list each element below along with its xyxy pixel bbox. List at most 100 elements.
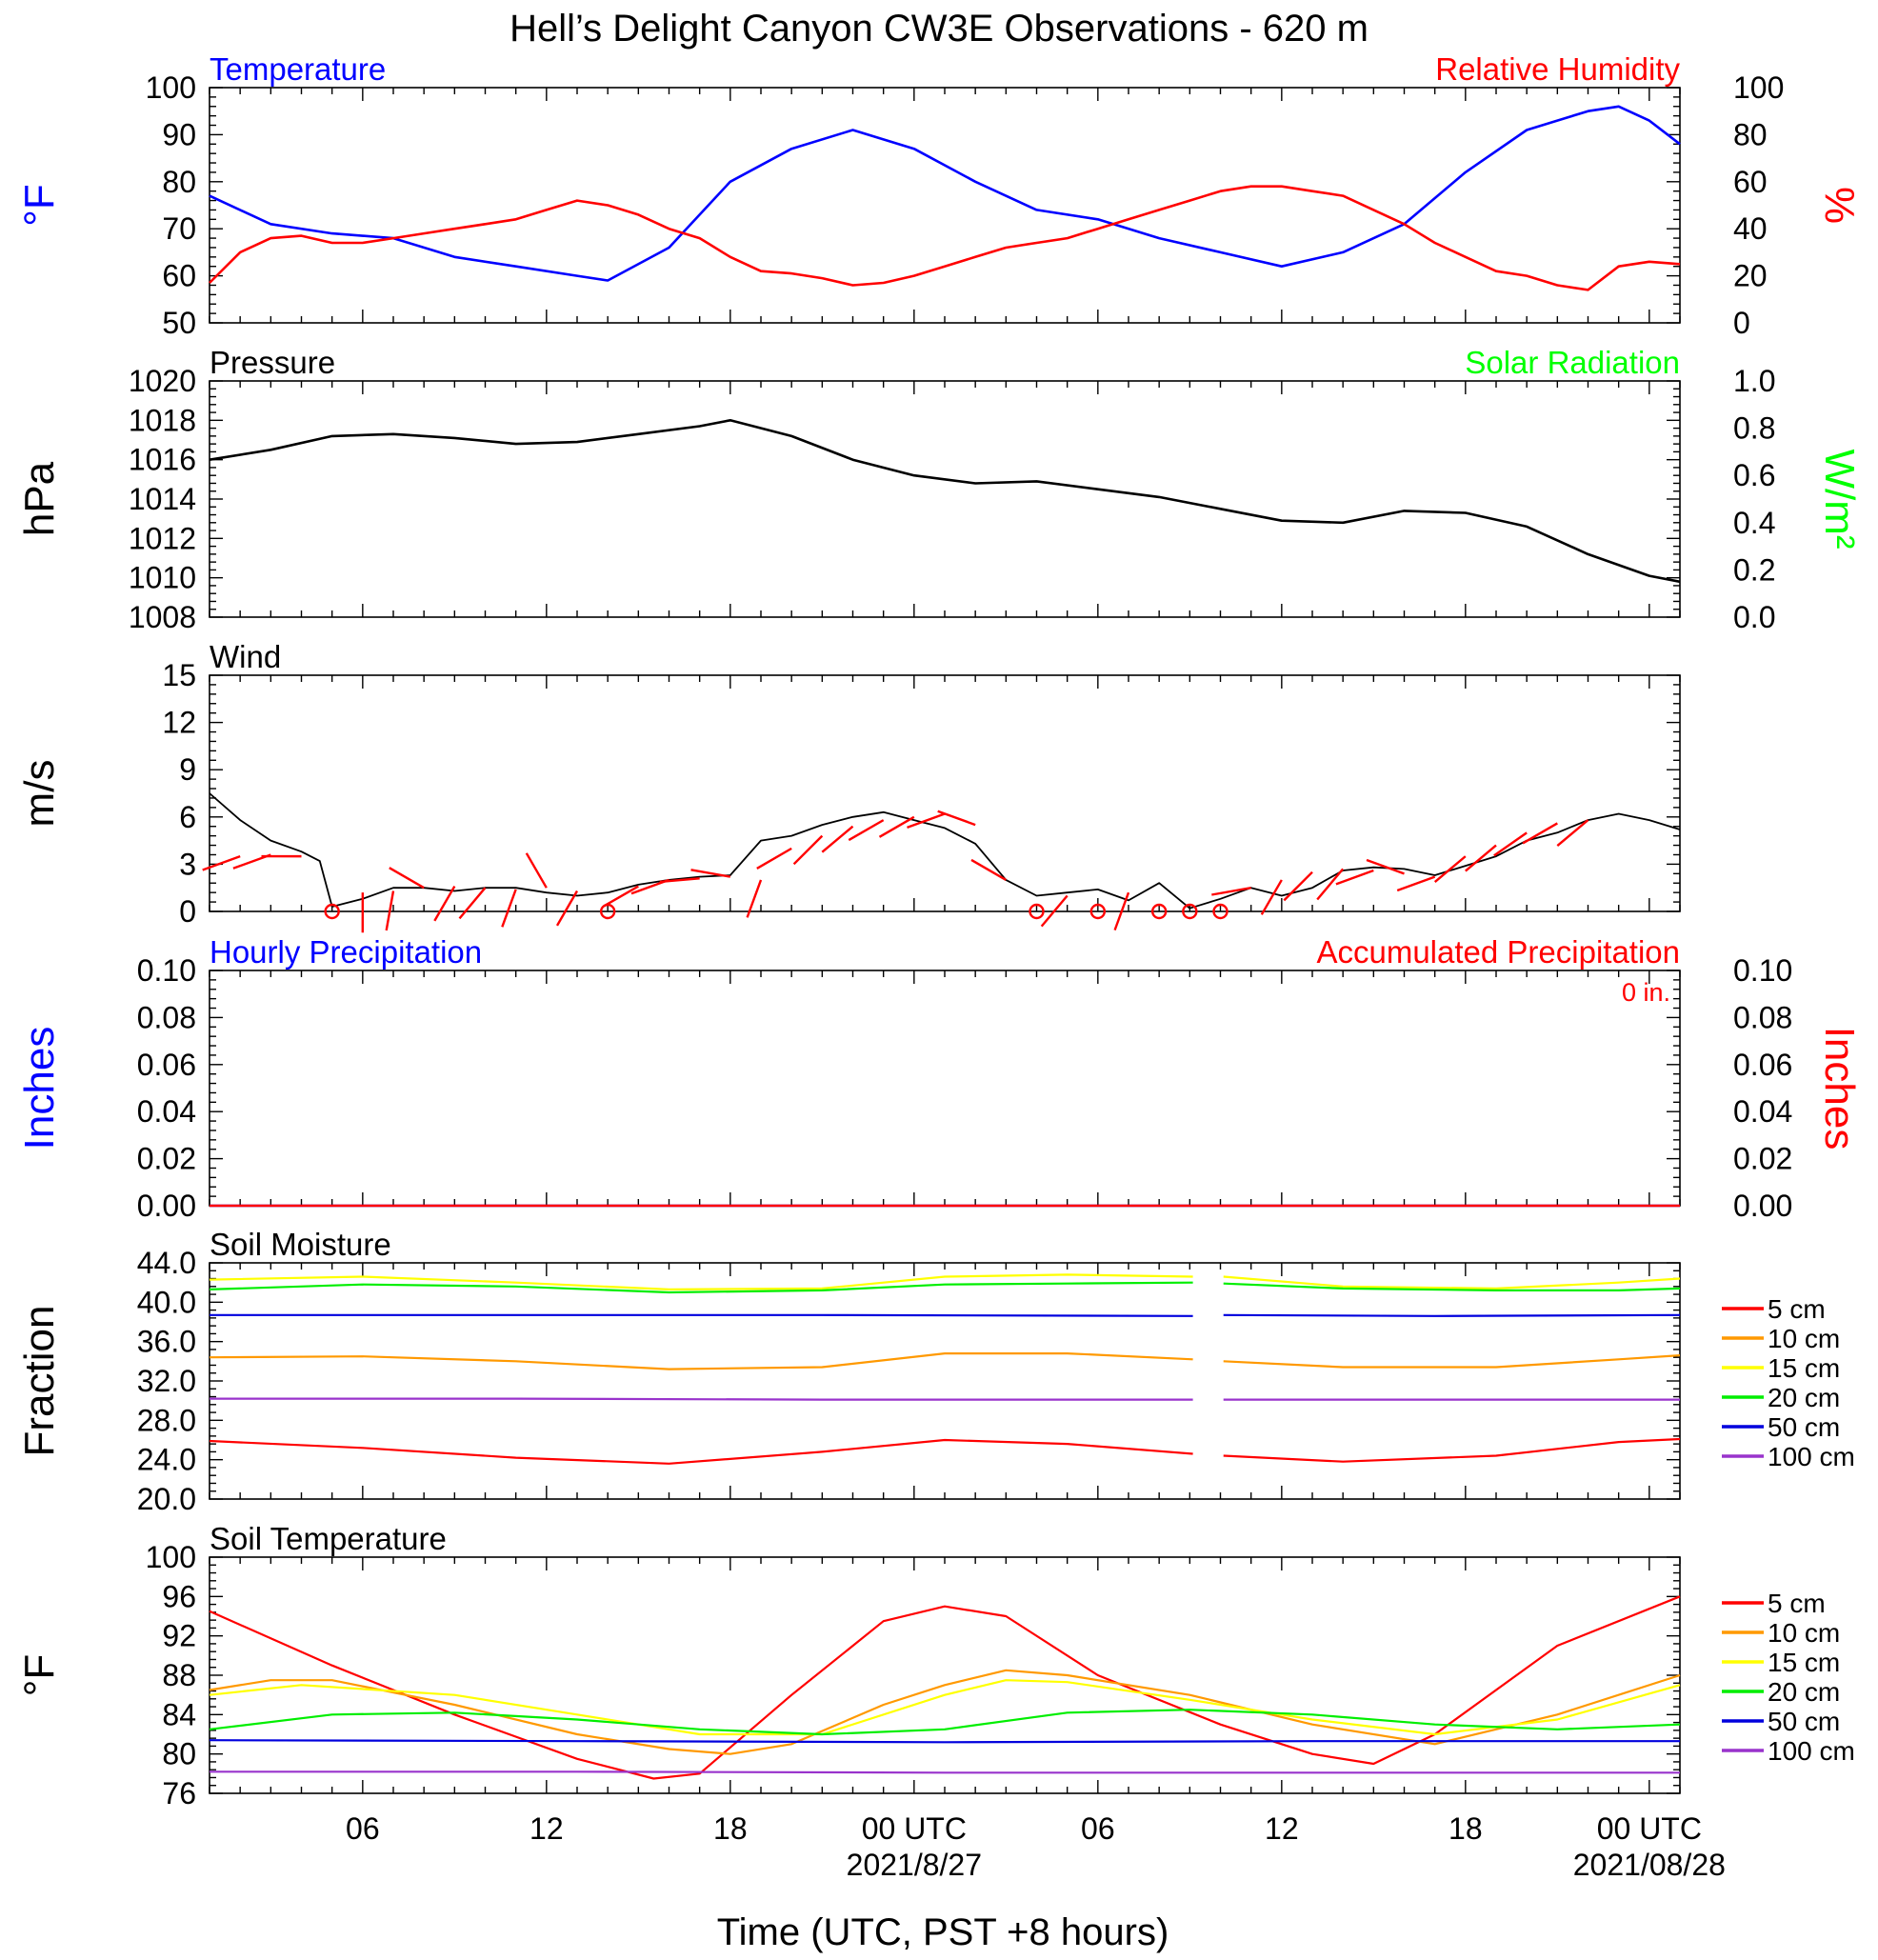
wind-barb: [1211, 887, 1251, 896]
wind-barb: [1040, 894, 1069, 928]
y-left-tick-label: 44.0: [137, 1246, 196, 1280]
legend-label-15-cm: 15 cm: [1768, 1648, 1840, 1677]
wind-barb: [1283, 870, 1313, 902]
series-line-10-cm-part-1: [209, 1351, 1193, 1370]
wind-barb: [1335, 869, 1374, 886]
legend-label-100-cm: 100 cm: [1768, 1736, 1855, 1766]
series-line-20-cm-part-2: [1223, 1282, 1681, 1292]
calm-wind-marker: [324, 903, 340, 920]
y-right-axis-title: W/m²: [1816, 449, 1863, 549]
legend-label-50-cm: 50 cm: [1768, 1707, 1840, 1736]
series-line-wind: [209, 792, 1681, 910]
y-left-tick-label: 3: [179, 847, 196, 881]
x-tick-label: 06: [1081, 1811, 1115, 1846]
y-right-axis-title: Inches: [1816, 1027, 1863, 1150]
panel-title-right: Accumulated Precipitation: [1316, 934, 1680, 970]
y-right-tick-label: 0.02: [1733, 1142, 1792, 1176]
y-right-tick-label: 0.10: [1733, 953, 1792, 988]
y-left-axis-title: °F: [16, 184, 63, 226]
legend-label-50-cm: 50 cm: [1768, 1412, 1840, 1442]
wind-barb: [937, 810, 976, 827]
wind-barb: [848, 819, 885, 842]
y-left-tick-label: 40.0: [137, 1285, 196, 1319]
y-left-tick-label: 90: [162, 117, 196, 151]
time-axis-title: Time (UTC, PST +8 hours): [717, 1911, 1169, 1953]
series-line-10-cm: [209, 1669, 1681, 1755]
y-left-tick-label: 88: [162, 1658, 196, 1692]
panel-wind: 0 3 6 9 12 15 Wind m/s: [16, 639, 1681, 933]
series-line-15-cm-part-2: [1223, 1275, 1681, 1290]
y-left-tick-label: 80: [162, 165, 196, 199]
panel-title-right: Relative Humidity: [1435, 51, 1680, 87]
calm-wind-marker: [1150, 903, 1168, 920]
panel-title-left: Pressure: [210, 345, 335, 380]
series-line-temperature: [209, 105, 1681, 282]
panel-temperature: 50 60 70 80 90 100 0 20 40 60 80 100 Temperature Rela…: [16, 51, 1863, 340]
y-left-tick-label: 32.0: [137, 1364, 196, 1398]
panel-soil-temperature: 76 80 84 88 92 96 100 Soil Temperature °F 5 cm10 …: [16, 1521, 1855, 1810]
panel-title-left: Temperature: [210, 51, 386, 87]
y-right-tick-label: 0.4: [1733, 506, 1775, 540]
legend-label-10-cm: 10 cm: [1768, 1618, 1840, 1648]
legend-label-10-cm: 10 cm: [1768, 1324, 1840, 1353]
y-left-tick-label: 1016: [129, 443, 196, 477]
y-left-axis-title: Fraction: [16, 1306, 63, 1457]
wind-barb: [970, 858, 1007, 881]
y-left-axis-title: hPa: [16, 461, 63, 536]
calm-wind-marker: [1182, 903, 1198, 920]
plot-frame: [209, 87, 1681, 324]
legend-label-20-cm: 20 cm: [1768, 1677, 1840, 1707]
series-line-50-cm-part-2: [1223, 1313, 1681, 1317]
y-left-tick-label: 1020: [129, 364, 196, 398]
wind-barb: [525, 852, 548, 889]
y-left-tick-label: 92: [162, 1619, 196, 1653]
accumulated-total-label: 0 in.: [1622, 978, 1670, 1007]
y-right-tick-label: 100: [1733, 70, 1784, 105]
panel-title-right: Solar Radiation: [1465, 345, 1680, 380]
wind-barb: [659, 877, 700, 884]
y-left-axis-title: m/s: [16, 760, 63, 828]
y-right-tick-label: 60: [1733, 165, 1768, 199]
y-left-tick-label: 0.10: [137, 953, 196, 988]
series-line-10-cm-part-2: [1223, 1354, 1681, 1369]
legend-label-15-cm: 15 cm: [1768, 1353, 1840, 1383]
wind-barb: [756, 847, 792, 870]
wind-barb: [1465, 844, 1497, 872]
panel-title-left: Soil Moisture: [210, 1227, 391, 1262]
wind-barb: [433, 885, 456, 922]
y-left-tick-label: 50: [162, 306, 196, 340]
calm-wind-marker: [1029, 903, 1045, 920]
legend-label-20-cm: 20 cm: [1768, 1383, 1840, 1412]
y-left-tick-label: 28.0: [137, 1403, 196, 1437]
series-line-5-cm-part-2: [1223, 1437, 1681, 1463]
y-left-tick-label: 1018: [129, 403, 196, 437]
y-left-tick-label: 100: [146, 1540, 196, 1574]
y-left-tick-label: 12: [162, 706, 196, 740]
x-date-label: 2021/08/28: [1573, 1848, 1726, 1882]
y-left-tick-label: 100: [146, 70, 196, 105]
figure-title: Hell’s Delight Canyon CW3E Observations …: [509, 8, 1369, 50]
legend-label-5-cm: 5 cm: [1768, 1589, 1826, 1618]
wind-barb: [690, 869, 731, 878]
y-left-tick-label: 70: [162, 211, 196, 246]
y-right-tick-label: 20: [1733, 259, 1768, 293]
y-right-tick-label: 1.0: [1733, 364, 1775, 398]
y-right-tick-label: 0.0: [1733, 600, 1775, 634]
panel-title-left: Soil Temperature: [210, 1521, 447, 1556]
x-date-label: 2021/8/27: [847, 1848, 982, 1882]
x-tick-label: 06: [346, 1811, 380, 1846]
series-line-temperature: [209, 185, 1681, 291]
x-tick-label: 18: [713, 1811, 748, 1846]
panel-title-left: Wind: [210, 639, 281, 674]
y-left-tick-label: 9: [179, 752, 196, 787]
wind-barb: [878, 815, 915, 838]
wind-barb: [603, 885, 639, 908]
y-right-tick-label: 40: [1733, 211, 1768, 246]
y-left-tick-label: 1014: [129, 482, 196, 516]
wind-barb: [202, 855, 241, 871]
y-right-tick-label: 0.04: [1733, 1094, 1792, 1129]
wind-barb: [1556, 819, 1589, 848]
y-right-tick-label: 0.06: [1733, 1048, 1792, 1082]
